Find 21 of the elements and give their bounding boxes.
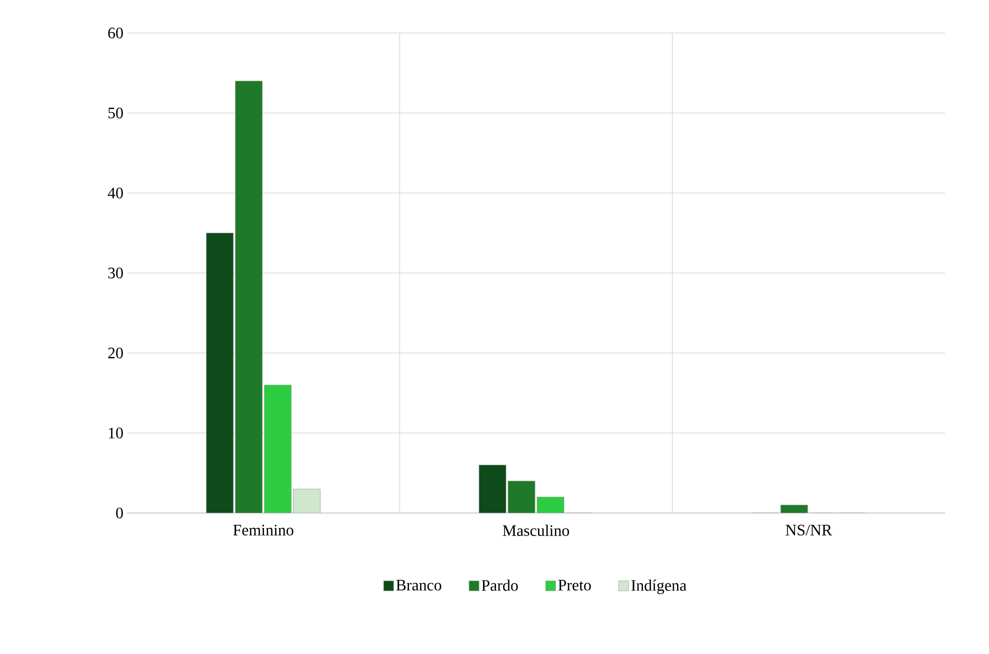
bar [206,232,234,513]
y-tick-label: 50 [108,108,123,118]
bar [235,80,263,513]
x-tick-label: NS/NR [786,524,832,536]
x-tick-label: Masculino [502,524,570,536]
y-tick-label: 30 [108,268,123,278]
x-tick-label: Feminino [233,524,294,536]
bar [293,488,321,513]
legend-label: Pardo [482,580,518,591]
y-tick-label: 20 [108,348,123,358]
bar [478,464,506,513]
y-tick-label: 0 [116,508,123,518]
bar [508,480,536,513]
bar [536,496,564,513]
legend-label: Preto [558,580,591,591]
y-tick-label: 60 [108,28,123,38]
legend-label: Indígena [631,580,686,594]
bar [264,384,292,513]
y-tick-label: 10 [108,428,123,438]
y-tick-label: 40 [108,188,123,198]
legend-label: Branco [396,580,442,591]
